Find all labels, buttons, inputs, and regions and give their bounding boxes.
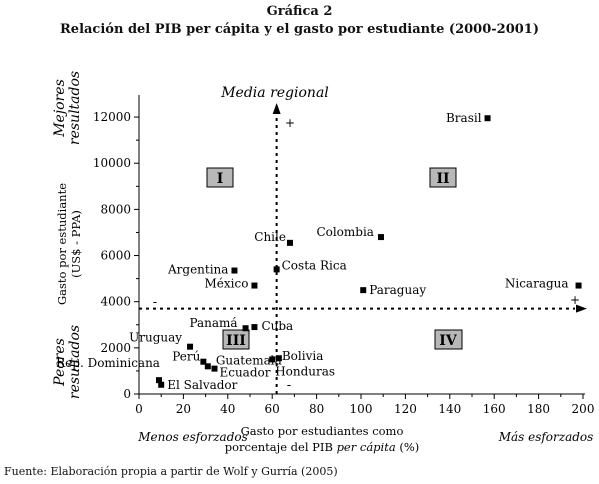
x-tick-label: 160	[483, 402, 506, 416]
point-ecuador	[211, 365, 218, 372]
label-nicaragua: Nicaragua	[505, 277, 569, 291]
y-tick-label: 10000	[93, 156, 131, 170]
minus-marker-left: -	[153, 295, 157, 310]
y-tick-label: 12000	[93, 110, 131, 124]
y-tick-label: 6000	[100, 249, 131, 263]
point-colombia	[377, 234, 384, 241]
point-uruguay	[187, 343, 194, 350]
point-honduras	[269, 356, 276, 363]
label-honduras: Honduras	[275, 364, 335, 378]
quadrant-III: III	[222, 329, 250, 350]
x-tick-label: 120	[394, 402, 417, 416]
y-tick-label: 0	[123, 387, 131, 401]
point-costa-rica	[273, 266, 280, 273]
x-tick-label: 40	[220, 402, 235, 416]
quadrant-IV-label: IV	[439, 333, 458, 349]
source-note: Fuente: Elaboración propia a partir de W…	[4, 465, 338, 478]
label-costa-rica: Costa Rica	[282, 258, 347, 272]
point-brasil	[484, 115, 491, 122]
x-axis-label-line1: Gasto por estudiantes como	[241, 424, 404, 438]
worse-results-line1: Peores	[52, 338, 68, 387]
x-tick-label: 100	[350, 402, 373, 416]
label-bolivia: Bolivia	[282, 349, 324, 363]
x-ticks: 0 20 40 60 80 100 120 140 160 180 200	[135, 394, 594, 416]
point-cuba	[251, 324, 258, 331]
x-tick-label: 20	[176, 402, 191, 416]
quadrant-I: I	[206, 167, 234, 188]
point-el-salvador	[158, 381, 165, 388]
point-guatemala	[204, 363, 211, 370]
quadrant-II-label: II	[436, 171, 449, 187]
plus-marker-right: +	[570, 293, 580, 307]
x-axis-label-line2: porcentaje del PIB per cápita (%)	[225, 440, 420, 454]
label-rep-dominicana: Rep. Dominicana	[56, 356, 160, 370]
x-tick-label: 0	[135, 402, 143, 416]
point-nicaragua	[575, 282, 582, 289]
x-tick-label: 180	[527, 402, 550, 416]
quadrant-III-label: III	[226, 333, 246, 349]
y-axis-label: Gasto por estudiante (US$ - PPA)	[55, 183, 83, 305]
regional-mean-label: Media regional	[220, 85, 329, 101]
point-chile	[286, 239, 293, 246]
label-brasil: Brasil	[446, 111, 482, 125]
x-tick-label: 200	[572, 402, 595, 416]
horizontal-arrowhead	[576, 304, 587, 313]
y-tick-label: 4000	[100, 295, 131, 309]
y-axis-label-line1: Gasto por estudiante	[55, 183, 69, 305]
label-uruguay: Uruguay	[129, 331, 182, 345]
better-results-note: Mejores resultados	[52, 71, 83, 145]
point-peru	[200, 358, 207, 365]
quadrant-IV: IV	[434, 329, 463, 350]
y-tick-label: 2000	[100, 341, 131, 355]
x-tick-label: 60	[265, 402, 280, 416]
minus-marker-bottom: -	[287, 378, 291, 393]
chart-subtitle: Relación del PIB per cápita y el gasto p…	[60, 22, 539, 37]
point-argentina	[231, 267, 238, 274]
point-paraguay	[360, 287, 367, 294]
data-points: Brasil Colombia Chile Argentina Costa Rica Mé…	[56, 111, 582, 392]
worse-results-line2: resultados	[67, 325, 83, 399]
x-tick-label: 80	[309, 402, 324, 416]
label-el-salvador: El Salvador	[167, 378, 237, 392]
y-tick-label: 8000	[100, 202, 131, 216]
point-panama	[242, 325, 249, 332]
vertical-arrowhead	[272, 103, 281, 114]
point-bolivia	[275, 355, 282, 362]
label-cuba: Cuba	[261, 319, 293, 333]
quadrant-I-label: I	[217, 171, 224, 187]
label-argentina: Argentina	[167, 263, 228, 277]
point-mexico	[251, 282, 258, 289]
better-results-line1: Mejores	[52, 79, 68, 138]
label-paraguay: Paraguay	[369, 283, 426, 297]
label-ecuador: Ecuador	[219, 366, 270, 380]
label-panama: Panamá	[189, 316, 237, 330]
label-colombia: Colombia	[316, 225, 374, 239]
label-mexico: México	[204, 277, 248, 291]
label-chile: Chile	[254, 230, 286, 244]
more-effort-note: Más esforzados	[498, 430, 594, 444]
label-peru: Perú	[172, 350, 200, 364]
x-tick-label: 140	[438, 402, 461, 416]
better-results-line2: resultados	[67, 71, 83, 145]
point-rep-dominicana	[155, 377, 162, 384]
chart-title: Gráfica 2	[266, 4, 333, 19]
plus-marker-top: +	[285, 116, 295, 130]
label-guatemala: Guatemala	[216, 353, 282, 367]
y-ticks: 0 2000 4000 6000 8000 10000 12000	[93, 110, 139, 401]
less-effort-note: Menos esforzados	[137, 430, 248, 444]
quadrant-II: II	[429, 167, 457, 188]
worse-results-note: Peores resultados	[52, 325, 83, 399]
y-axis-label-line2: (US$ - PPA)	[69, 210, 83, 278]
